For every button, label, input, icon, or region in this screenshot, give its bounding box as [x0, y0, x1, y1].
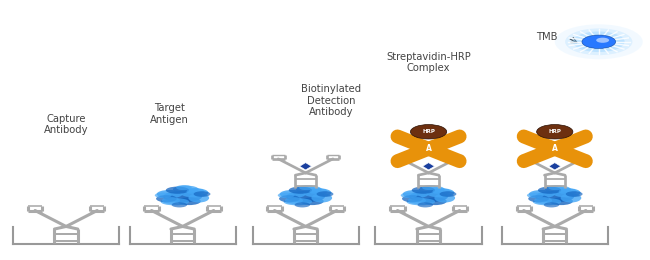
Ellipse shape: [280, 190, 306, 198]
Ellipse shape: [311, 193, 332, 203]
Ellipse shape: [434, 193, 455, 203]
Ellipse shape: [303, 188, 332, 197]
Ellipse shape: [544, 202, 559, 207]
Text: Streptavidin-HRP
Complex: Streptavidin-HRP Complex: [386, 52, 471, 73]
Text: HRP: HRP: [422, 129, 435, 134]
Ellipse shape: [545, 186, 571, 193]
Ellipse shape: [538, 187, 561, 194]
Ellipse shape: [188, 193, 209, 203]
Text: A: A: [426, 144, 432, 153]
Ellipse shape: [283, 198, 312, 205]
Ellipse shape: [155, 192, 172, 198]
Ellipse shape: [409, 191, 448, 202]
Text: HRP: HRP: [549, 129, 561, 134]
Circle shape: [537, 125, 573, 139]
Ellipse shape: [533, 198, 561, 205]
Circle shape: [596, 38, 609, 43]
Ellipse shape: [552, 188, 580, 197]
Ellipse shape: [406, 198, 435, 205]
Ellipse shape: [432, 188, 450, 194]
Ellipse shape: [309, 188, 328, 194]
Ellipse shape: [194, 191, 211, 197]
Text: TMB: TMB: [536, 32, 558, 42]
Ellipse shape: [439, 191, 456, 197]
Polygon shape: [422, 163, 434, 170]
Ellipse shape: [402, 190, 428, 198]
Circle shape: [554, 24, 643, 59]
Ellipse shape: [162, 197, 180, 204]
Ellipse shape: [161, 198, 189, 205]
Text: Capture
Antibody: Capture Antibody: [44, 114, 88, 135]
Circle shape: [582, 35, 616, 48]
Text: Biotinylated
Detection
Antibody: Biotinylated Detection Antibody: [302, 84, 361, 117]
Polygon shape: [300, 163, 311, 170]
Ellipse shape: [177, 197, 201, 205]
Ellipse shape: [279, 195, 300, 202]
Ellipse shape: [296, 186, 322, 193]
Ellipse shape: [558, 188, 577, 194]
Ellipse shape: [550, 197, 573, 205]
Ellipse shape: [534, 197, 552, 204]
Circle shape: [410, 125, 447, 139]
Ellipse shape: [566, 191, 582, 197]
Ellipse shape: [408, 197, 426, 204]
Ellipse shape: [528, 195, 549, 202]
Ellipse shape: [426, 188, 454, 197]
Text: Target
Antigen: Target Antigen: [150, 103, 189, 125]
Ellipse shape: [172, 202, 187, 207]
Ellipse shape: [422, 185, 437, 190]
Ellipse shape: [163, 191, 202, 202]
Ellipse shape: [176, 185, 192, 190]
Ellipse shape: [157, 190, 183, 198]
Circle shape: [565, 28, 632, 55]
Ellipse shape: [285, 197, 303, 204]
Ellipse shape: [400, 192, 417, 198]
Ellipse shape: [417, 202, 433, 207]
Ellipse shape: [166, 187, 189, 194]
Ellipse shape: [549, 185, 564, 190]
Ellipse shape: [423, 197, 447, 205]
Ellipse shape: [187, 188, 205, 194]
Ellipse shape: [300, 197, 324, 205]
Ellipse shape: [402, 195, 422, 202]
Ellipse shape: [411, 187, 435, 194]
Text: A: A: [552, 144, 558, 153]
Ellipse shape: [419, 186, 445, 193]
Ellipse shape: [278, 192, 294, 198]
Ellipse shape: [560, 193, 581, 203]
Ellipse shape: [289, 187, 312, 194]
Ellipse shape: [536, 191, 574, 202]
Ellipse shape: [294, 202, 310, 207]
Ellipse shape: [180, 188, 209, 197]
Ellipse shape: [527, 192, 544, 198]
Ellipse shape: [317, 191, 333, 197]
Circle shape: [573, 31, 625, 52]
Ellipse shape: [529, 190, 554, 198]
Polygon shape: [549, 163, 561, 170]
Ellipse shape: [286, 191, 325, 202]
Ellipse shape: [173, 186, 199, 193]
Ellipse shape: [156, 195, 177, 202]
Ellipse shape: [299, 185, 315, 190]
